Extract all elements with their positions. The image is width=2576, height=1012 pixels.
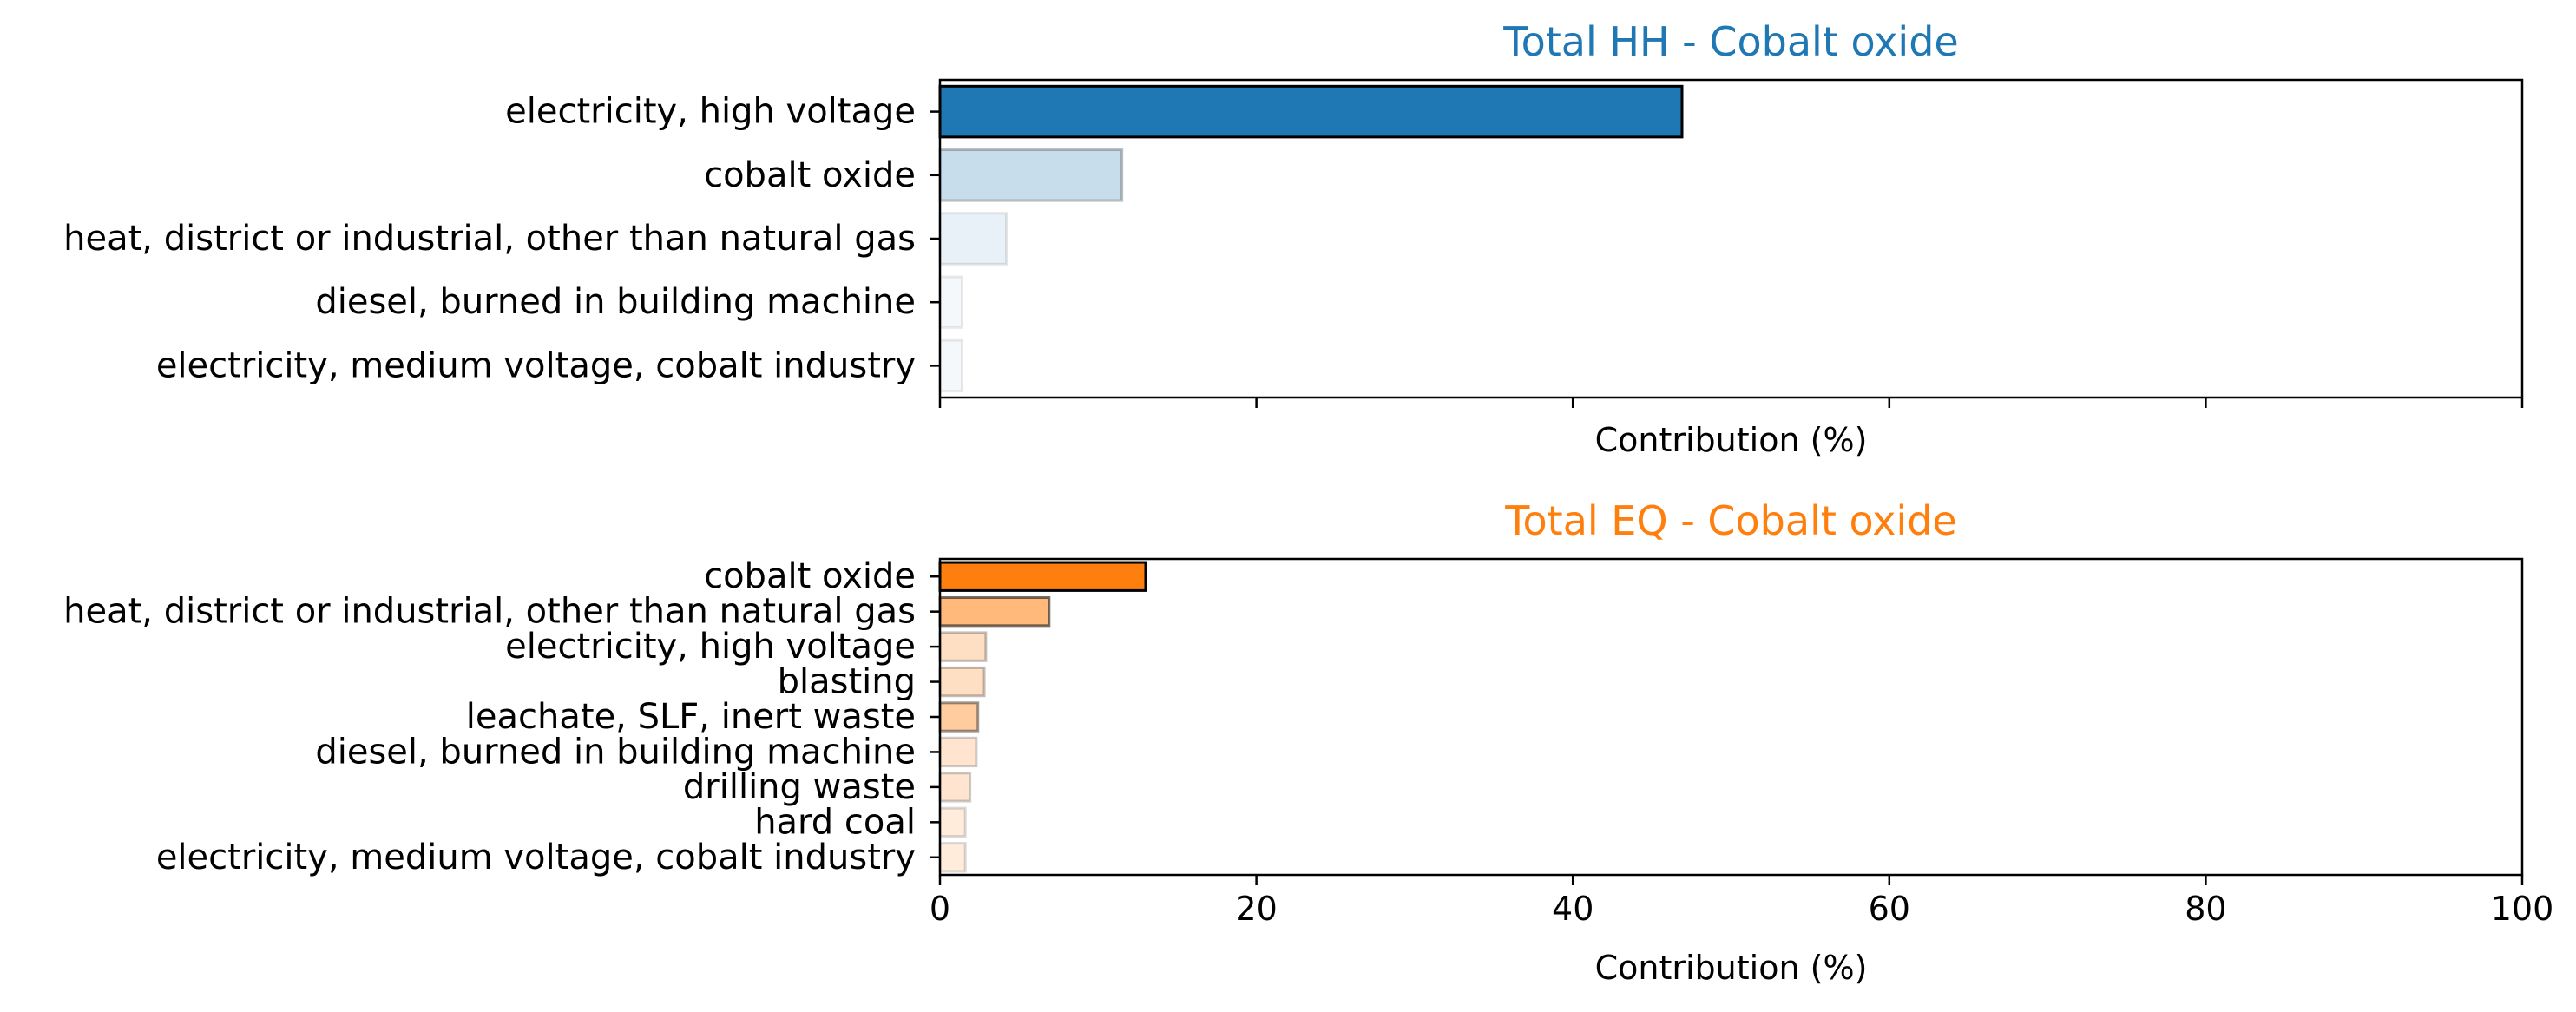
x-axis-label: Contribution (%) <box>1595 421 1868 459</box>
chart-title: Total HH - Cobalt oxide <box>1502 18 1958 65</box>
x-tick-label: 80 <box>2185 890 2226 928</box>
category-label: diesel, burned in building machine <box>315 282 916 322</box>
chart-title: Total EQ - Cobalt oxide <box>1504 497 1957 544</box>
category-label: electricity, high voltage <box>505 92 916 132</box>
x-tick-label: 40 <box>1552 890 1594 928</box>
category-label: electricity, high voltage <box>505 627 916 667</box>
x-tick-label: 100 <box>2491 890 2554 928</box>
plot-frame <box>938 557 2524 877</box>
category-label: electricity, medium voltage, cobalt indu… <box>156 345 916 385</box>
category-label: electricity, medium voltage, cobalt indu… <box>156 838 916 877</box>
bar <box>938 275 964 329</box>
x-tick-label: 60 <box>1869 890 1910 928</box>
x-tick-label: 20 <box>1235 890 1277 928</box>
x-tick-label: 0 <box>930 890 950 928</box>
bar <box>938 701 980 733</box>
bar <box>938 561 1147 592</box>
bar <box>938 806 967 838</box>
bar <box>938 338 964 393</box>
category-label: drilling waste <box>683 767 916 807</box>
category-label: leachate, SLF, inert waste <box>466 697 916 737</box>
bar <box>938 842 967 873</box>
bar <box>938 666 986 698</box>
hh-chart-panel: Total HH - Cobalt oxide electricity, high… <box>63 18 2524 459</box>
bar <box>938 631 988 662</box>
plot-frame <box>938 78 2524 399</box>
category-label: blasting <box>778 662 916 702</box>
bar <box>938 595 1051 628</box>
category-label: heat, district or industrial, other than… <box>63 219 916 259</box>
bar <box>938 736 978 768</box>
category-label: cobalt oxide <box>704 556 916 596</box>
bar <box>938 772 972 803</box>
x-axis-label: Contribution (%) <box>1595 949 1868 987</box>
category-label: diesel, burned in building machine <box>315 732 916 772</box>
category-label: cobalt oxide <box>704 155 916 195</box>
bar <box>938 212 1009 266</box>
bar <box>938 84 1684 139</box>
bar <box>938 148 1124 202</box>
category-label: heat, district or industrial, other than… <box>63 592 916 632</box>
category-label: hard coal <box>754 802 916 842</box>
eq-chart-panel: Total EQ - Cobalt oxide cobalt oxideheat,… <box>63 497 2553 987</box>
